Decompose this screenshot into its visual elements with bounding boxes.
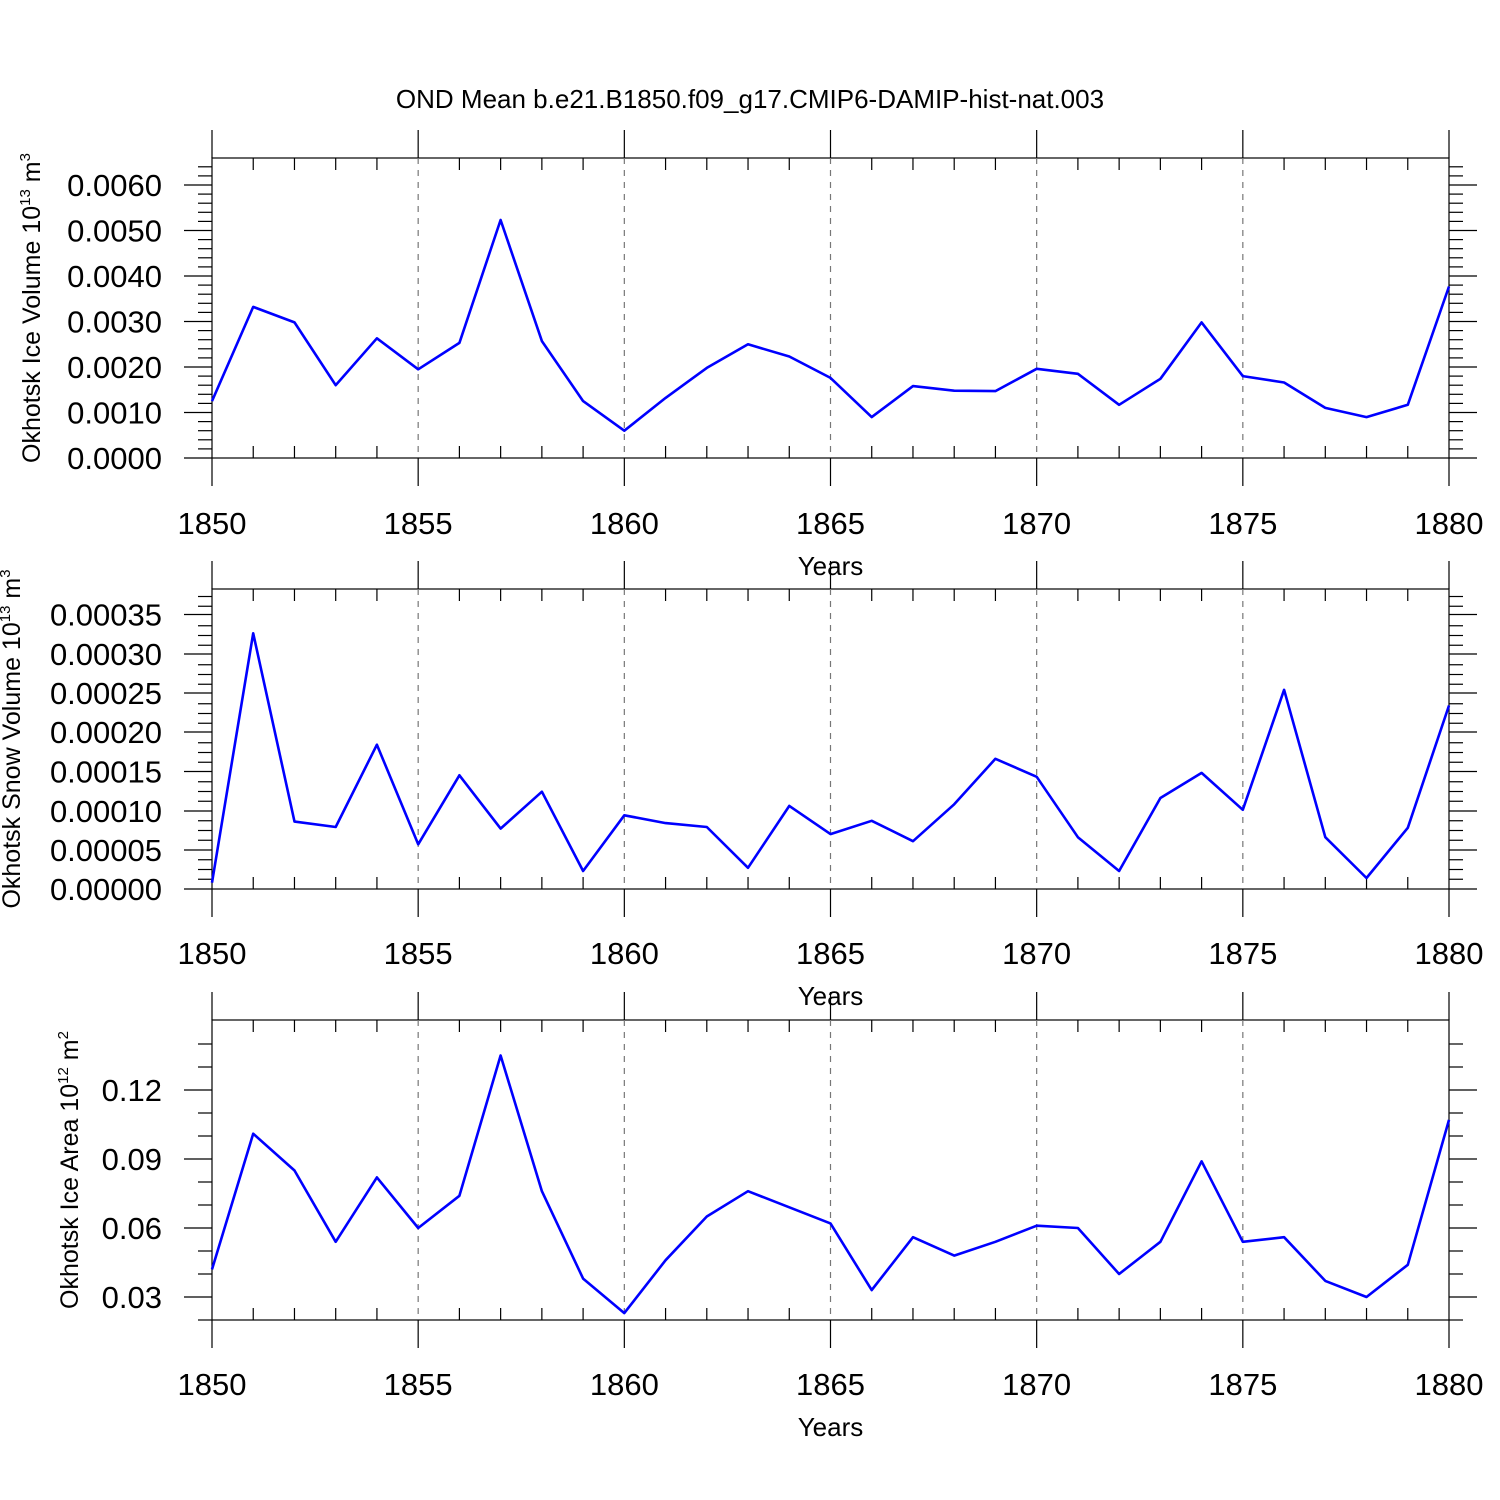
- x-tick-label: 1875: [1208, 936, 1277, 971]
- y-axis-title: Okhotsk Snow Volume 1013 m3: [0, 569, 26, 908]
- x-tick-label: 1850: [178, 1367, 247, 1402]
- y-tick-label: 0.00035: [50, 598, 162, 633]
- panel-3: 1850 1855 1860 1865 1870 1875 1880 0.03 0.06 0.09…: [55, 992, 1483, 1442]
- y-tick-label: 0.00020: [50, 715, 162, 750]
- y-tick-label: 0.06: [102, 1211, 162, 1246]
- x-tick-label: 1865: [796, 936, 865, 971]
- x-tick-label: 1880: [1415, 936, 1484, 971]
- x-tick-label: 1875: [1208, 1367, 1277, 1402]
- y-tick-label: 0.00010: [50, 794, 162, 829]
- chart-title: OND Mean b.e21.B1850.f09_g17.CMIP6-DAMIP…: [396, 84, 1104, 114]
- x-axis-title: Years: [798, 1412, 864, 1442]
- x-tick-label: 1855: [384, 1367, 453, 1402]
- x-tick-label: 1870: [1002, 936, 1071, 971]
- y-tick-label: 0.00025: [50, 676, 162, 711]
- y-tick-label: 0.03: [102, 1280, 162, 1315]
- y-tick-label: 0.00005: [50, 833, 162, 868]
- y-tick-label: 0.0050: [67, 214, 162, 249]
- x-tick-label: 1850: [178, 936, 247, 971]
- y-tick-label: 0.0020: [67, 350, 162, 385]
- x-tick-label: 1855: [384, 936, 453, 971]
- x-tick-label: 1875: [1208, 506, 1277, 541]
- y-axis-title: Okhotsk Ice Area 1012 m2: [55, 1031, 84, 1309]
- y-tick-label: 0.0010: [67, 396, 162, 431]
- x-tick-label: 1865: [796, 1367, 865, 1402]
- y-tick-label: 0.0000: [67, 441, 162, 476]
- panel-2: 1850 1855 1860 1865 1870 1875 1880 0.00000 0.000…: [0, 561, 1483, 1011]
- x-tick-label: 1850: [178, 506, 247, 541]
- y-tick-label: 0.00015: [50, 755, 162, 790]
- x-tick-label: 1860: [590, 1367, 659, 1402]
- y-tick-label: 0.0060: [67, 168, 162, 203]
- x-tick-label: 1880: [1415, 1367, 1484, 1402]
- y-axis-title: Okhotsk Ice Volume 1013 m3: [17, 153, 46, 463]
- x-tick-label: 1880: [1415, 506, 1484, 541]
- y-tick-label: 0.00000: [50, 872, 162, 907]
- y-tick-label: 0.0030: [67, 305, 162, 340]
- x-tick-label: 1860: [590, 936, 659, 971]
- x-tick-label: 1865: [796, 506, 865, 541]
- x-tick-label: 1870: [1002, 1367, 1071, 1402]
- y-tick-label: 0.00030: [50, 637, 162, 672]
- x-tick-label: 1860: [590, 506, 659, 541]
- y-tick-label: 0.12: [102, 1073, 162, 1108]
- x-tick-label: 1870: [1002, 506, 1071, 541]
- panel-1: 1850 1855 1860 1865 1870 1875 1880 0.0000 0.0010…: [17, 130, 1483, 581]
- x-tick-label: 1855: [384, 506, 453, 541]
- y-tick-label: 0.0040: [67, 259, 162, 294]
- y-tick-label: 0.09: [102, 1142, 162, 1177]
